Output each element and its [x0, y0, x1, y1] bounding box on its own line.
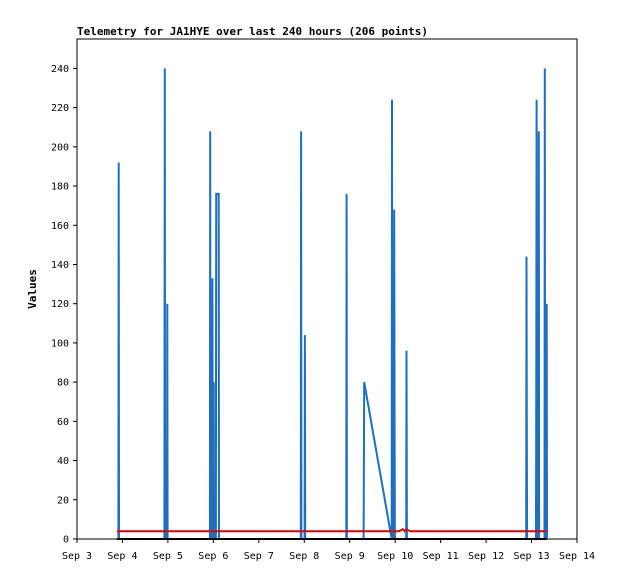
x-axis: Sep 3 Sep 4 Sep 5 Sep 6 Sep 7 Sep 8 Sep 9 Sep 1…: [62, 539, 595, 562]
y-tick-label: 60: [57, 417, 69, 428]
y-tick-label: 80: [57, 378, 69, 389]
y-tick-label: 120: [51, 299, 69, 310]
x-tick-label: Sep 3: [62, 551, 92, 562]
x-tick-label: Sep 4: [107, 551, 137, 562]
y-tick-label: 40: [57, 456, 69, 467]
series-line-2: [116, 527, 547, 533]
x-tick-label: Sep 7: [244, 551, 274, 562]
y-tick-label: 180: [51, 182, 69, 193]
y-axis: 0 20 40 60 80 100 120 140 160 180 200 220 240: [51, 64, 77, 546]
x-tick-label: Sep 12: [468, 551, 504, 562]
x-tick-label: Sep 6: [198, 551, 228, 562]
x-tick-label: Sep 14: [559, 551, 595, 562]
y-tick-label: 100: [51, 338, 69, 349]
y-tick-label: 220: [51, 103, 69, 114]
x-tick-label: Sep 5: [153, 551, 183, 562]
y-tick-label: 20: [57, 495, 69, 506]
y-tick-label: 240: [51, 64, 69, 75]
x-tick-label: Sep 8: [289, 551, 319, 562]
y-tick-label: 0: [63, 535, 69, 546]
x-tick-label: Sep 13: [513, 551, 549, 562]
x-tick-label: Sep 9: [335, 551, 365, 562]
series-layer: [116, 68, 548, 540]
y-tick-label: 160: [51, 221, 69, 232]
x-tick-label: Sep 11: [423, 551, 459, 562]
y-tick-label: 140: [51, 260, 69, 271]
y-axis-label: Values: [26, 269, 39, 309]
chart-title: Telemetry for JA1HYE over last 240 hours…: [77, 25, 428, 38]
x-tick-label: Sep 10: [377, 551, 413, 562]
y-tick-label: 200: [51, 142, 69, 153]
